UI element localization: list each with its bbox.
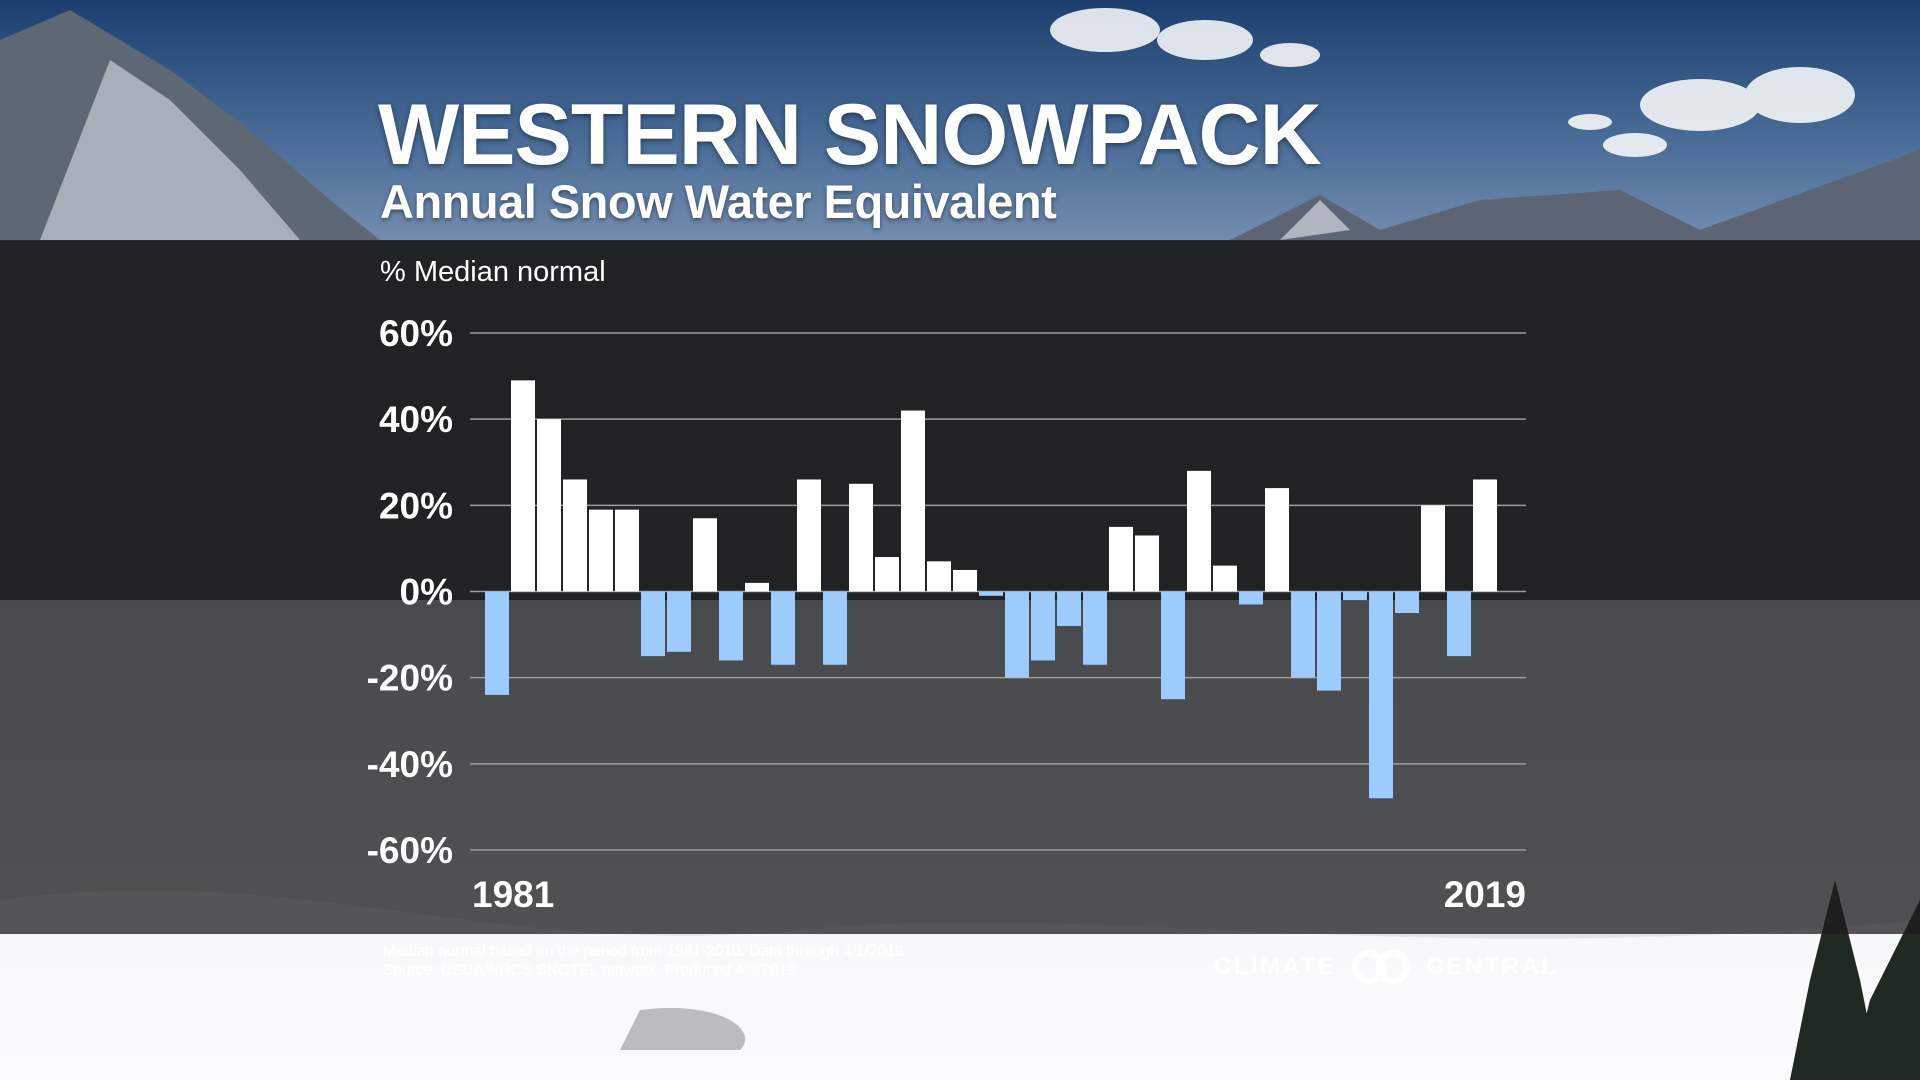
bar-2005 (1109, 526, 1133, 592)
bar-1989 (693, 518, 717, 592)
bar-2006 (1135, 535, 1159, 592)
bar-1986 (615, 509, 639, 592)
bar-1981 (485, 591, 509, 695)
bar-1995 (849, 483, 873, 592)
bar-2017 (1421, 505, 1445, 592)
climate-central-logo: CLIMATE CENTRAL (1214, 946, 1559, 988)
bars (485, 380, 1497, 799)
chart-title: WESTERN SNOWPACK (378, 87, 1322, 183)
bar-1994 (823, 591, 847, 665)
bar-1982 (511, 380, 535, 592)
bar-2012 (1291, 591, 1315, 678)
bar-2018 (1447, 591, 1471, 657)
y-tick-label: 0% (400, 572, 453, 613)
footnote-source: Source: USDA/NRCS SNOTEL network. Produc… (383, 962, 796, 979)
y-tick-label: 60% (379, 313, 453, 354)
bar-2001 (1005, 591, 1029, 678)
y-tick-label: -20% (367, 658, 453, 699)
chart-subtitle: Annual Snow Water Equivalent (380, 175, 1057, 228)
bar-1988 (667, 591, 691, 652)
bar-2010 (1239, 591, 1263, 605)
bar-1992 (771, 591, 795, 665)
bar-2016 (1395, 591, 1419, 614)
bar-2008 (1187, 470, 1211, 592)
bar-2004 (1083, 591, 1107, 665)
x-end-label: 2019 (1444, 874, 1526, 915)
bar-2015 (1369, 591, 1393, 799)
bar-1985 (589, 509, 613, 592)
bar-2011 (1265, 488, 1289, 592)
y-tick-label: 40% (379, 399, 453, 440)
bar-2003 (1057, 591, 1081, 626)
bar-1990 (719, 591, 743, 661)
x-start-label: 1981 (472, 874, 554, 915)
interlocking-rings-icon (1351, 949, 1411, 985)
axis-labels: 1981 2019 60% 40% 20% 0% -20% -40% -60% (367, 313, 1526, 915)
bar-2009 (1213, 565, 1237, 592)
bar-1991 (745, 582, 769, 592)
footnote: Median normal based on the period from 1… (383, 942, 903, 980)
y-tick-label: -60% (367, 830, 453, 871)
bar-1999 (953, 569, 977, 592)
bar-1983 (537, 419, 561, 592)
bar-1998 (927, 561, 951, 592)
bar-2014 (1343, 591, 1367, 601)
y-tick-label: 20% (379, 485, 453, 526)
footnote-method: Median normal based on the period from 1… (383, 943, 904, 960)
bar-1996 (875, 557, 899, 592)
bar-2013 (1317, 591, 1341, 691)
bar-1993 (797, 479, 821, 592)
bar-1997 (901, 410, 925, 592)
bar-2007 (1161, 591, 1185, 700)
logo-word-climate: CLIMATE (1214, 953, 1337, 980)
y-axis-label: % Median normal (380, 256, 606, 288)
bar-2002 (1031, 591, 1055, 661)
bar-1987 (641, 591, 665, 657)
bar-1984 (563, 479, 587, 592)
bar-2000 (979, 591, 1003, 596)
y-tick-label: -40% (367, 744, 453, 785)
logo-word-central: CENTRAL (1426, 953, 1559, 980)
bar-2019 (1473, 479, 1497, 592)
